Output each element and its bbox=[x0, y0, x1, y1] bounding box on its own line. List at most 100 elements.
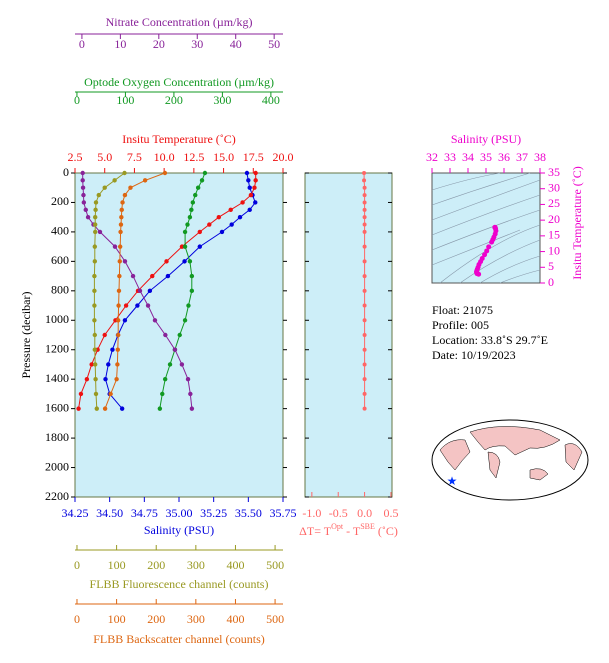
delta-point bbox=[362, 207, 367, 212]
axis-title: Salinity (PSU) bbox=[144, 523, 214, 537]
profile-point bbox=[247, 185, 252, 190]
ts-title: Salinity (PSU) bbox=[451, 132, 521, 146]
x-tick-label: 0 bbox=[74, 612, 80, 626]
x-tick-label: 100 bbox=[108, 612, 126, 626]
x-tick-label: 33 bbox=[444, 150, 456, 164]
profile-point bbox=[118, 222, 124, 227]
y-tick-label: 1600 bbox=[45, 400, 69, 414]
y-tick-label: 1000 bbox=[45, 312, 69, 326]
profile-point bbox=[152, 318, 158, 323]
delta-point bbox=[362, 259, 367, 264]
ts-point bbox=[476, 271, 482, 277]
x-tick-label: 0 bbox=[74, 93, 80, 107]
profile-point bbox=[117, 244, 123, 249]
delta-point bbox=[362, 222, 367, 227]
profile-point bbox=[92, 303, 97, 308]
axis-title: Nitrate Concentration (µm/kg) bbox=[106, 15, 253, 29]
profile-point bbox=[150, 273, 155, 279]
profile-point bbox=[216, 214, 222, 220]
profile-point bbox=[117, 259, 122, 264]
delta-point bbox=[362, 347, 367, 352]
ts-point bbox=[486, 244, 492, 250]
x-tick-label: 35 bbox=[480, 150, 492, 164]
x-tick-label: 300 bbox=[187, 612, 205, 626]
x-tick-label: 38 bbox=[534, 150, 546, 164]
profile-point bbox=[145, 303, 151, 308]
profile-point bbox=[122, 318, 128, 323]
profile-point bbox=[119, 214, 124, 220]
x-tick-label: 2.5 bbox=[68, 150, 83, 164]
y-tick-label: 600 bbox=[51, 253, 69, 267]
profile-point bbox=[108, 391, 113, 397]
profile-point bbox=[92, 318, 97, 323]
delta-point bbox=[362, 333, 367, 337]
float-info: Float: 21075 bbox=[432, 303, 493, 317]
profile-point bbox=[190, 200, 196, 205]
ts-y-title: Insitu Temperature (˚C) bbox=[570, 166, 584, 280]
delta-point bbox=[362, 406, 367, 411]
x-tick-label: 17.5 bbox=[243, 150, 264, 164]
profile-point bbox=[80, 170, 85, 176]
profile-point bbox=[163, 332, 168, 338]
profile-point bbox=[186, 303, 191, 308]
profile-point bbox=[188, 391, 193, 397]
profile-point bbox=[248, 192, 254, 198]
y-tick-label: 20 bbox=[548, 212, 560, 226]
profile-point bbox=[182, 259, 187, 264]
profile-point bbox=[219, 229, 225, 235]
world-map: ★ bbox=[431, 419, 589, 501]
ts-point bbox=[484, 248, 490, 254]
y-tick-label: 30 bbox=[548, 180, 560, 194]
x-tick-label: 35.00 bbox=[166, 506, 193, 520]
delta-point bbox=[362, 193, 367, 198]
profile-point bbox=[114, 376, 119, 382]
profile-point bbox=[172, 347, 178, 352]
x-tick-label: 10 bbox=[114, 37, 126, 51]
x-tick-label: 500 bbox=[266, 612, 284, 626]
profile-point bbox=[185, 376, 191, 382]
profile-point bbox=[165, 273, 171, 279]
y-tick-label: 1400 bbox=[45, 371, 69, 385]
profile-point bbox=[253, 178, 258, 183]
profile-point bbox=[92, 332, 98, 338]
x-tick-label: 34.50 bbox=[96, 506, 123, 520]
x-tick-label: 0 bbox=[79, 37, 85, 51]
float-info: Profile: 005 bbox=[432, 318, 489, 332]
profile-point bbox=[179, 244, 185, 249]
profile-point bbox=[253, 170, 258, 176]
delta-point bbox=[362, 178, 367, 183]
y-tick-label: 1200 bbox=[45, 341, 69, 355]
profile-point bbox=[119, 207, 124, 213]
profile-point bbox=[92, 244, 98, 249]
delta-point bbox=[362, 377, 367, 382]
x-tick-label: 30 bbox=[191, 37, 203, 51]
profile-point bbox=[237, 214, 243, 220]
profile-point bbox=[106, 362, 111, 367]
x-axis-title: ΔT= TOpt - TSBE (˚C) bbox=[299, 522, 398, 538]
profile-point bbox=[187, 259, 193, 264]
profile-point bbox=[122, 192, 128, 198]
y-tick-label: 2200 bbox=[45, 489, 69, 503]
profile-point bbox=[182, 318, 188, 323]
delta-point bbox=[362, 229, 367, 234]
profile-point bbox=[177, 332, 182, 338]
profile-point bbox=[202, 170, 208, 176]
density-contours bbox=[431, 172, 541, 284]
x-tick-label: 300 bbox=[213, 93, 231, 107]
y-tick-label: 200 bbox=[51, 194, 69, 208]
x-tick-label: 40 bbox=[230, 37, 242, 51]
profile-point bbox=[84, 376, 90, 382]
y-axis-title: Pressure (decibar) bbox=[19, 292, 33, 379]
delta-point bbox=[362, 274, 367, 279]
delta-point bbox=[362, 288, 367, 293]
y-tick-label: 0 bbox=[548, 275, 554, 289]
profile-point bbox=[207, 222, 212, 227]
profile-point bbox=[252, 185, 257, 190]
delta-point bbox=[362, 391, 367, 396]
profile-point bbox=[122, 259, 128, 264]
profile-point bbox=[76, 406, 81, 411]
x-tick-label: 35.25 bbox=[200, 506, 227, 520]
y-tick-label: 5 bbox=[548, 259, 554, 273]
profile-point bbox=[182, 229, 188, 235]
y-tick-label: 1800 bbox=[45, 430, 69, 444]
